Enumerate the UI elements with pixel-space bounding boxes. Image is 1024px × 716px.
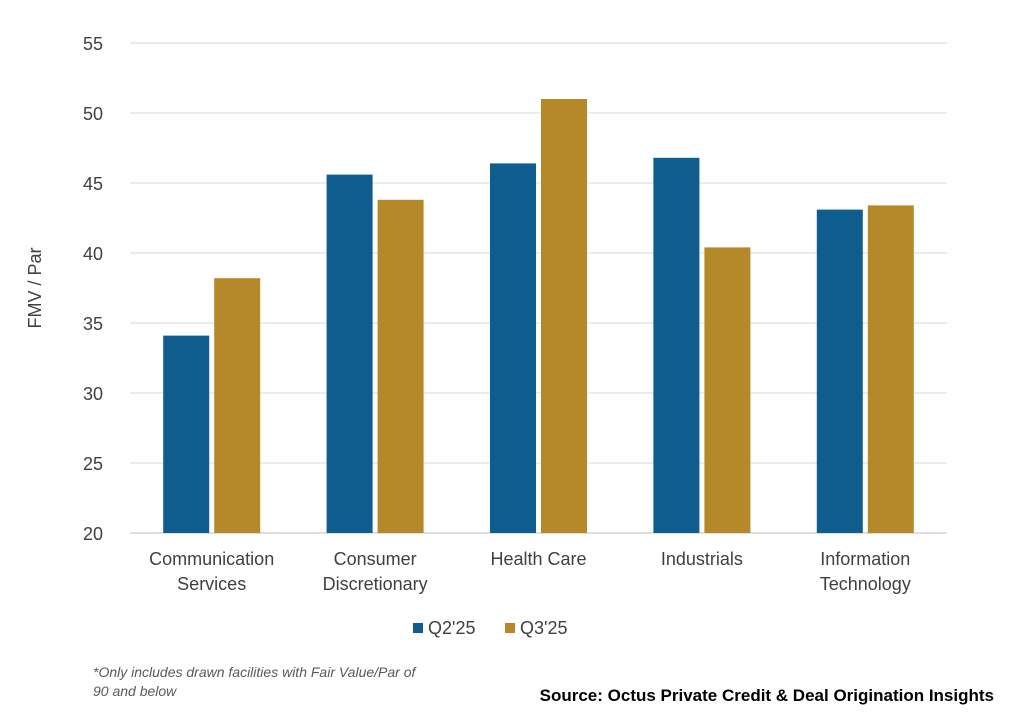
legend-label: Q2'25 bbox=[428, 618, 475, 638]
x-tick-label: Industrials bbox=[661, 549, 743, 569]
y-tick-label: 30 bbox=[83, 384, 103, 404]
y-axis-title: FMV / Par bbox=[25, 247, 45, 328]
x-tick-label: Information bbox=[820, 549, 910, 569]
y-tick-label: 25 bbox=[83, 454, 103, 474]
x-tick-label: Communication bbox=[149, 549, 274, 569]
y-tick-label: 40 bbox=[83, 244, 103, 264]
y-tick-label: 50 bbox=[83, 104, 103, 124]
x-tick-label: Services bbox=[177, 574, 246, 594]
bar-q2 bbox=[326, 174, 373, 533]
bar-q3 bbox=[541, 99, 587, 533]
legend-swatch bbox=[413, 623, 423, 633]
bar-q3 bbox=[377, 199, 424, 534]
x-tick-label: Consumer bbox=[334, 549, 417, 569]
legend-swatch bbox=[505, 623, 515, 633]
footnote: *Only includes drawn facilities with Fai… bbox=[93, 664, 416, 699]
bar-q2 bbox=[816, 209, 863, 533]
bar-q2 bbox=[490, 163, 536, 533]
bar-q2 bbox=[653, 157, 700, 534]
y-tick-label: 35 bbox=[83, 314, 103, 334]
y-tick-label: 20 bbox=[83, 524, 103, 544]
bar-q3 bbox=[214, 278, 261, 533]
x-tick-label: Discretionary bbox=[323, 574, 428, 594]
y-tick-label: 45 bbox=[83, 174, 103, 194]
bar-q2 bbox=[163, 335, 210, 533]
source-note: Source: Octus Private Credit & Deal Orig… bbox=[539, 686, 994, 705]
y-tick-label: 55 bbox=[83, 34, 103, 54]
bar-chart: 20 25 30 35 40 45 50 55 FMV / Par Communication Se… bbox=[25, 34, 947, 638]
x-tick-label: Technology bbox=[820, 574, 911, 594]
bar-q3 bbox=[867, 205, 914, 533]
legend-label: Q3'25 bbox=[520, 618, 567, 638]
bar-q3 bbox=[704, 247, 751, 533]
x-tick-label: Health Care bbox=[490, 549, 586, 569]
